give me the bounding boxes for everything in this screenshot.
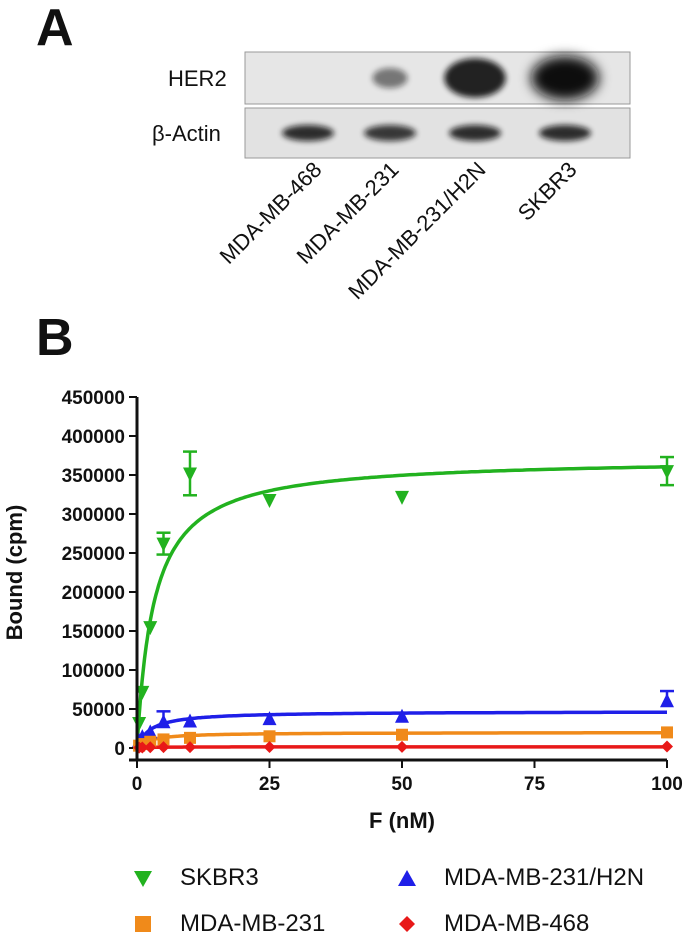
legend-label: SKBR3 [180, 864, 259, 891]
data-point [143, 621, 158, 636]
data-point [143, 724, 158, 739]
data-point [157, 733, 170, 746]
y-tick-label: 50000 [72, 700, 125, 721]
legend-item-mda-mb-231: MDA-MB-231 [132, 910, 325, 938]
binding-chart: 0 50000 100000 150000 200000 250000 300000 3500… [2, 388, 683, 833]
panel-b-letter: B [36, 309, 74, 367]
actin-band [282, 125, 334, 141]
fit-curves [135, 465, 668, 750]
data-point [395, 708, 409, 723]
y-axis-title: Bound (cpm) [2, 505, 27, 641]
data-point [157, 741, 170, 754]
legend-item-mda-mb-468: MDA-MB-468 [396, 910, 589, 938]
row-label-beta-actin: β-Actin [152, 121, 221, 146]
x-tick-label: 0 [132, 774, 143, 795]
actin-bands [282, 125, 591, 141]
data-point [132, 717, 147, 732]
y-tick-label: 450000 [62, 388, 125, 409]
y-tick-label: 300000 [62, 505, 125, 526]
data-point [396, 728, 408, 741]
x-tick-label: 50 [391, 774, 412, 795]
y-tick-label: 400000 [62, 427, 125, 448]
data-points [132, 450, 674, 754]
fit-curve [135, 465, 668, 749]
data-point [156, 714, 171, 729]
x-tick-label: 25 [259, 774, 281, 795]
legend-label: MDA-MB-468 [444, 910, 590, 937]
square-marker-icon [135, 916, 151, 932]
y-tick-layer: 0 50000 100000 150000 200000 250000 300000 3500… [62, 388, 683, 795]
data-point [144, 741, 157, 754]
y-tick-label: 150000 [62, 622, 125, 643]
her2-band [444, 58, 506, 98]
data-point [660, 693, 674, 708]
actin-band [364, 125, 416, 141]
data-point [156, 537, 171, 552]
data-point [661, 740, 673, 753]
data-point [262, 493, 277, 508]
data-point [262, 711, 277, 726]
x-tick-label: 75 [524, 774, 546, 795]
data-point [660, 465, 674, 480]
data-point [136, 741, 149, 754]
x-tick-label: 100 [651, 774, 683, 795]
data-point [396, 740, 408, 753]
data-point [184, 741, 196, 754]
data-point [661, 726, 673, 739]
data-point [184, 731, 196, 744]
actin-band [449, 125, 501, 141]
data-point [263, 740, 276, 753]
legend-item-mda-mb-231-h2n: MDA-MB-231/H2N [396, 864, 644, 892]
data-point [183, 713, 197, 728]
y-tick-label: 100000 [62, 661, 125, 682]
row-label-her2: HER2 [168, 66, 227, 91]
triangle-up-marker-icon [398, 870, 416, 886]
y-tick-label: 350000 [62, 466, 125, 487]
western-blot: HER2 β-Actin MDA-MB-468 MDA-MB-231 MDA-M… [152, 51, 631, 304]
y-tick-label: 0 [114, 739, 125, 760]
data-point [135, 685, 150, 700]
x-axis-title: F (nM) [369, 808, 435, 833]
triangle-down-marker-icon [134, 871, 152, 887]
data-point [183, 467, 197, 482]
lane-label-skbr3: SKBR3 [513, 157, 582, 226]
y-tick-label: 200000 [62, 583, 125, 604]
data-point [395, 490, 409, 505]
legend-item-skbr3: SKBR3 [132, 864, 259, 892]
her2-bands [372, 56, 599, 100]
actin-band [539, 125, 591, 141]
y-tick-label: 250000 [62, 544, 125, 565]
legend: SKBR3 MDA-MB-231/H2N MDA-MB-231 MDA-MB-4… [0, 850, 689, 940]
her2-band [531, 56, 599, 100]
her2-band [372, 68, 408, 88]
diamond-marker-icon [399, 916, 415, 932]
legend-label: MDA-MB-231/H2N [444, 864, 645, 891]
legend-label: MDA-MB-231 [180, 910, 326, 937]
panel-a-letter: A [36, 0, 74, 57]
data-point [263, 730, 276, 743]
